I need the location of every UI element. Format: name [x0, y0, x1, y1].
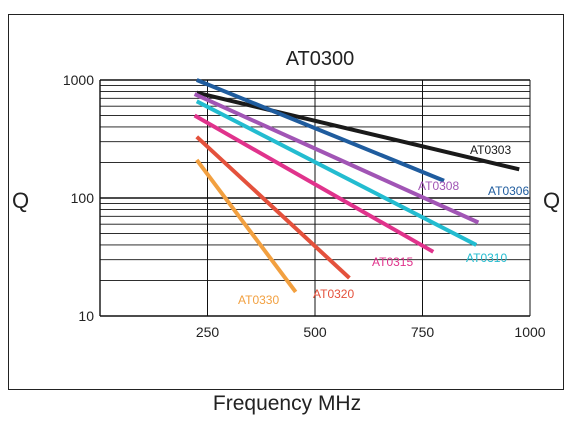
series-label-at0315: AT0315	[372, 255, 413, 269]
y-tick-label: 1000	[63, 72, 94, 88]
y-axis-label-right: Q	[543, 188, 561, 213]
x-tick-label: 250	[196, 324, 220, 340]
series-line-at0315	[193, 113, 435, 254]
x-tick-label: 500	[303, 324, 327, 340]
series-label-at0303: AT0303	[470, 143, 511, 157]
chart-title: AT0300	[285, 48, 355, 70]
x-tick-label: 750	[411, 324, 435, 340]
tick-labels: 250 500 750 1000 10 100 1000	[63, 72, 546, 340]
series-labels: AT0303 AT0306 AT0308 AT0310 AT0315 AT0320 AT03…	[238, 143, 529, 307]
y-tick-label: 100	[71, 190, 95, 206]
x-tick-label: 1000	[514, 324, 545, 340]
series-label-at0320: AT0320	[313, 287, 354, 301]
series-label-at0310: AT0310	[466, 251, 507, 265]
series-line-at0330	[195, 158, 298, 294]
series-label-at0330: AT0330	[238, 293, 279, 307]
series-line-at0320	[195, 135, 351, 280]
series-label-at0308: AT0308	[418, 179, 459, 193]
series-line-at0308	[193, 92, 480, 225]
x-axis-label: Frequency MHz	[212, 392, 362, 415]
series-label-at0306: AT0306	[488, 184, 529, 198]
series-line-at0310	[195, 99, 478, 247]
series-line-at0306	[195, 78, 445, 183]
y-tick-label: 10	[78, 308, 94, 324]
grid-lines	[99, 79, 531, 317]
series-line-at0303	[196, 90, 520, 172]
y-axis-label-left: Q	[12, 188, 30, 213]
series-lines	[193, 78, 520, 294]
